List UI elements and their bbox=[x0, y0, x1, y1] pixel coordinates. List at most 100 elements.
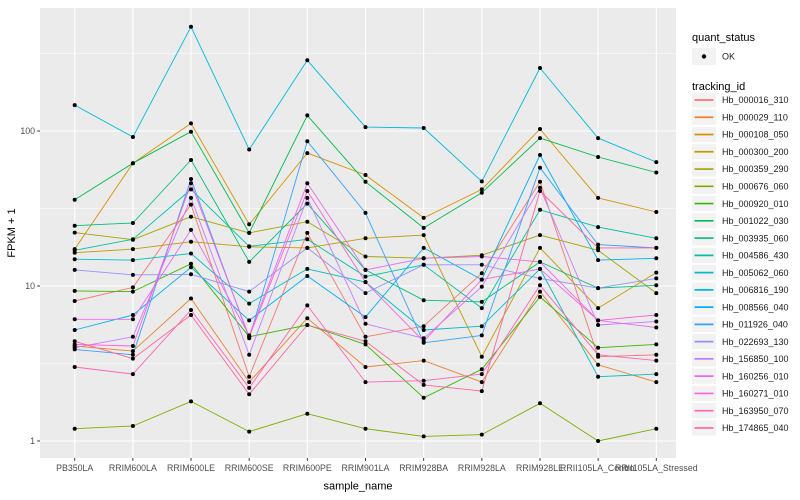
x-tick-label: RRIM901LA bbox=[342, 463, 390, 473]
data-point bbox=[130, 285, 135, 290]
data-point bbox=[654, 283, 659, 288]
legend-entry: Hb_160256_010 bbox=[692, 368, 789, 384]
y-axis: 1 10 100 bbox=[20, 126, 40, 446]
data-point bbox=[596, 136, 601, 141]
data-point bbox=[421, 126, 426, 130]
legend-entry: Hb_174865_040 bbox=[692, 420, 789, 436]
data-point bbox=[363, 334, 368, 339]
data-point bbox=[654, 342, 659, 347]
data-point bbox=[130, 424, 135, 428]
data-point bbox=[654, 210, 659, 214]
data-point bbox=[72, 365, 77, 369]
legend-entry: Hb_008566_040 bbox=[692, 299, 789, 315]
data-point bbox=[479, 367, 484, 372]
data-point bbox=[596, 225, 601, 230]
data-point bbox=[130, 356, 135, 361]
data-point bbox=[538, 245, 542, 250]
legend-entry-label: Hb_001022_030 bbox=[722, 216, 789, 226]
legend-entry-label: OK bbox=[722, 52, 735, 62]
data-point bbox=[72, 288, 77, 293]
data-point bbox=[305, 274, 310, 278]
data-point bbox=[189, 227, 193, 232]
data-point bbox=[654, 245, 659, 250]
x-tick-label: RRIM600SE bbox=[225, 463, 274, 473]
data-point bbox=[421, 336, 426, 341]
data-point bbox=[247, 222, 252, 227]
y-tick-label: 100 bbox=[20, 126, 35, 136]
data-point bbox=[363, 315, 368, 320]
data-point bbox=[305, 323, 310, 327]
data-point bbox=[538, 179, 542, 184]
legend-entry: Hb_000300_200 bbox=[692, 144, 789, 160]
data-point bbox=[538, 401, 542, 406]
data-point bbox=[479, 271, 484, 276]
data-point bbox=[130, 135, 135, 139]
legend-entry-label: Hb_000016_310 bbox=[722, 95, 789, 105]
data-point bbox=[479, 284, 484, 289]
legend-entry-label: Hb_005062_060 bbox=[722, 268, 789, 278]
data-point bbox=[72, 230, 77, 235]
legend-entry: Hb_004586_430 bbox=[692, 247, 789, 263]
plot-panel bbox=[40, 8, 676, 458]
data-point bbox=[363, 291, 368, 296]
data-point bbox=[596, 245, 601, 250]
data-point bbox=[538, 136, 542, 141]
data-point bbox=[189, 399, 193, 404]
data-point bbox=[247, 259, 252, 264]
data-point bbox=[363, 125, 368, 130]
data-point bbox=[247, 374, 252, 379]
data-point bbox=[363, 173, 368, 177]
data-point bbox=[596, 306, 601, 311]
data-point bbox=[421, 245, 426, 250]
data-point bbox=[72, 342, 77, 347]
data-point bbox=[305, 151, 310, 156]
data-point bbox=[538, 185, 542, 190]
data-point bbox=[479, 179, 484, 184]
data-point bbox=[305, 303, 310, 308]
data-point bbox=[363, 321, 368, 326]
data-point bbox=[421, 233, 426, 238]
legend-entry-label: Hb_160256_010 bbox=[722, 371, 789, 381]
data-point bbox=[247, 429, 252, 434]
data-point bbox=[189, 187, 193, 192]
legend-entry: Hb_000676_060 bbox=[692, 178, 789, 194]
legend-entry-label: Hb_174865_040 bbox=[722, 423, 789, 433]
data-point bbox=[654, 372, 659, 377]
data-point bbox=[596, 195, 601, 200]
x-tick-label: RRIM600LE bbox=[167, 463, 215, 473]
legend-entry: Hb_011926_040 bbox=[692, 316, 788, 332]
data-point bbox=[538, 165, 542, 170]
data-point bbox=[538, 153, 542, 157]
data-point bbox=[130, 352, 135, 357]
data-point bbox=[538, 294, 542, 299]
data-point bbox=[72, 223, 77, 228]
legend-entry-label: Hb_004586_430 bbox=[722, 251, 789, 261]
data-point bbox=[363, 274, 368, 279]
data-point bbox=[596, 318, 601, 323]
data-point bbox=[189, 261, 193, 266]
data-point bbox=[130, 344, 135, 348]
data-point bbox=[596, 362, 601, 367]
data-point bbox=[479, 372, 484, 377]
data-point bbox=[538, 233, 542, 238]
data-point bbox=[72, 197, 77, 202]
data-point bbox=[72, 345, 77, 350]
data-point bbox=[189, 265, 193, 270]
data-point bbox=[363, 236, 368, 241]
data-point bbox=[305, 411, 310, 416]
legend-entry-ok: OK bbox=[692, 48, 735, 65]
data-point bbox=[479, 254, 484, 259]
data-point bbox=[247, 301, 252, 306]
data-point bbox=[538, 189, 542, 193]
y-tick-label: 10 bbox=[25, 281, 35, 291]
y-tick-label: 1 bbox=[30, 436, 35, 446]
data-point bbox=[130, 372, 135, 377]
data-point bbox=[189, 239, 193, 244]
data-point bbox=[421, 339, 426, 344]
x-tick-label: RRII105LA_Stressed bbox=[615, 463, 698, 473]
data-point bbox=[654, 319, 659, 324]
data-point bbox=[305, 245, 310, 250]
legend-entry-label: Hb_022693_130 bbox=[722, 337, 789, 347]
data-point bbox=[421, 358, 426, 363]
